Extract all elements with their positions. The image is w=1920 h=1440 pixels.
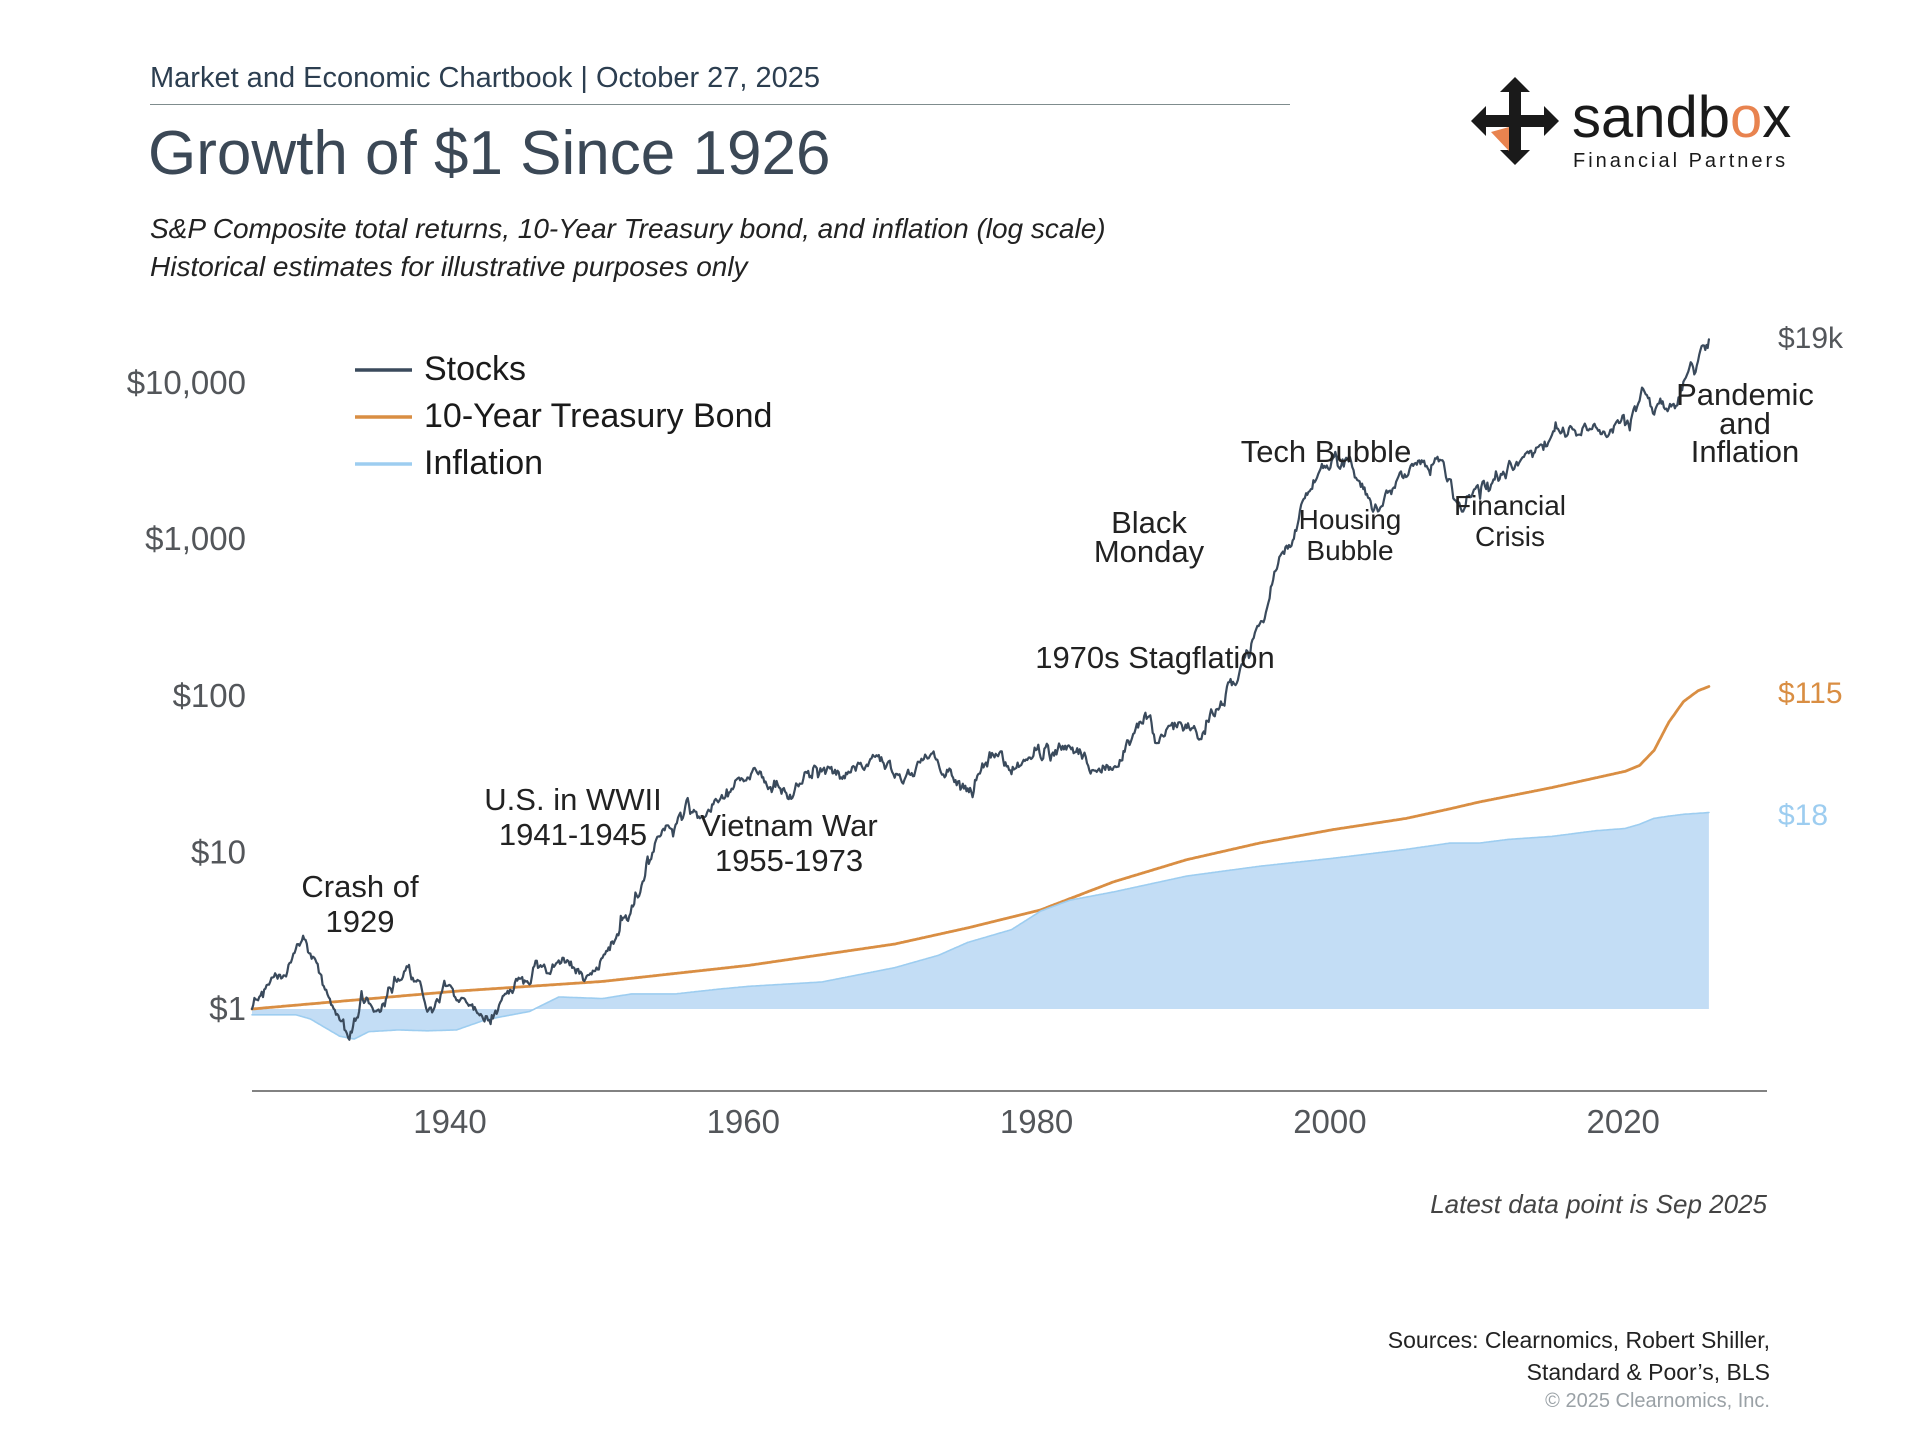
svg-text:1955-1973: 1955-1973 — [715, 843, 863, 878]
svg-text:Crash of: Crash of — [301, 869, 419, 904]
svg-text:$1: $1 — [209, 990, 246, 1027]
svg-text:1970s Stagflation: 1970s Stagflation — [1035, 640, 1275, 675]
svg-text:Tech Bubble: Tech Bubble — [1241, 434, 1412, 469]
svg-text:$100: $100 — [173, 677, 246, 714]
svg-text:Housing: Housing — [1299, 504, 1402, 535]
svg-text:Bubble: Bubble — [1306, 535, 1393, 566]
svg-text:1940: 1940 — [413, 1103, 486, 1140]
svg-text:1980: 1980 — [1000, 1103, 1073, 1140]
svg-text:$10: $10 — [191, 834, 246, 871]
svg-text:Latest data point is Sep 2025: Latest data point is Sep 2025 — [1430, 1189, 1767, 1219]
svg-text:$10,000: $10,000 — [127, 364, 246, 401]
svg-text:$1,000: $1,000 — [145, 520, 246, 557]
svg-text:1960: 1960 — [707, 1103, 780, 1140]
svg-text:Vietnam War: Vietnam War — [700, 808, 877, 843]
svg-text:Stocks: Stocks — [424, 350, 526, 388]
svg-text:Crisis: Crisis — [1475, 521, 1545, 552]
svg-text:2000: 2000 — [1293, 1103, 1366, 1140]
svg-text:1929: 1929 — [326, 904, 395, 939]
svg-text:Monday: Monday — [1094, 534, 1205, 569]
svg-text:$115: $115 — [1778, 677, 1843, 710]
svg-text:$18: $18 — [1778, 799, 1828, 832]
svg-text:U.S. in WWII: U.S. in WWII — [484, 782, 661, 817]
svg-text:10-Year Treasury Bond: 10-Year Treasury Bond — [424, 397, 772, 435]
svg-text:2020: 2020 — [1586, 1103, 1659, 1140]
svg-text:1941-1945: 1941-1945 — [499, 817, 647, 852]
svg-text:$19k: $19k — [1778, 322, 1844, 355]
svg-text:Inflation: Inflation — [424, 444, 543, 482]
svg-text:Financial: Financial — [1454, 490, 1566, 521]
svg-text:Inflation: Inflation — [1691, 434, 1800, 469]
